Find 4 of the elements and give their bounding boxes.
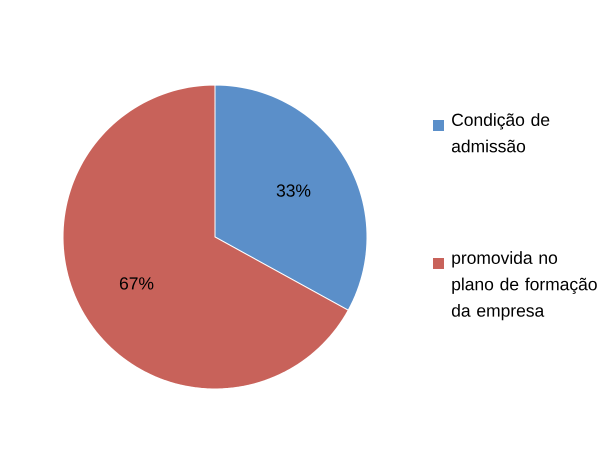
legend-label: promovida no plano de formação da empresa (452, 251, 597, 320)
legend-label: Condição de admissão (452, 113, 550, 152)
data-label: 67% (120, 277, 154, 290)
data-label: 33% (276, 184, 310, 197)
